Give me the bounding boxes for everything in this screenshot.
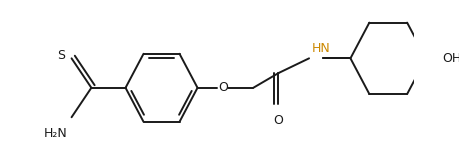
Text: H₂N: H₂N	[43, 127, 67, 140]
Text: O: O	[218, 81, 228, 94]
Text: S: S	[57, 49, 65, 62]
Text: HN: HN	[312, 42, 330, 55]
Text: O: O	[274, 114, 283, 127]
Text: OH: OH	[442, 52, 459, 65]
